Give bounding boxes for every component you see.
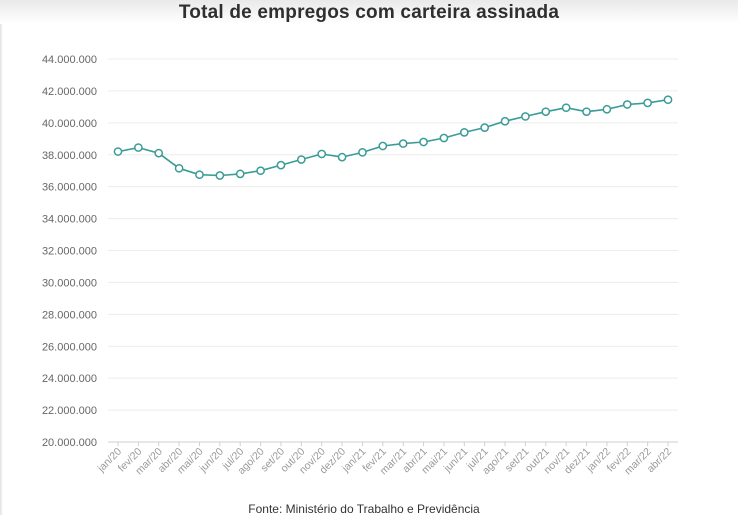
data-point bbox=[337, 152, 347, 162]
data-point bbox=[419, 137, 428, 147]
y-tick-label: 20.000.000 bbox=[42, 437, 97, 449]
gridlines bbox=[108, 58, 678, 443]
data-point bbox=[602, 104, 612, 114]
data-point bbox=[317, 149, 327, 159]
y-tick-label: 24.000.000 bbox=[42, 373, 97, 385]
y-tick-label: 26.000.000 bbox=[42, 341, 97, 353]
y-tick-label: 44.000.000 bbox=[42, 54, 97, 66]
data-point bbox=[561, 103, 571, 113]
left-edge-shadow bbox=[0, 24, 3, 515]
y-axis-ticks: 20.000.000 22.000.000 24.000.000 26.000.000… bbox=[42, 54, 97, 449]
data-point bbox=[500, 116, 510, 126]
data-point bbox=[398, 139, 408, 148]
data-point bbox=[134, 143, 143, 152]
data-point bbox=[154, 148, 164, 158]
data-point bbox=[358, 148, 367, 157]
line-chart: 20.000.000 22.000.000 24.000.000 26.000.000… bbox=[42, 54, 678, 477]
x-axis-ticks: jan/20fev/20mar/20abr/20mai/20jun/20jul/… bbox=[95, 442, 674, 477]
data-point bbox=[256, 166, 265, 176]
y-tick-label: 30.000.000 bbox=[42, 277, 97, 289]
data-point bbox=[174, 163, 184, 173]
data-point bbox=[541, 107, 551, 117]
y-tick-label: 28.000.000 bbox=[42, 309, 97, 321]
data-point bbox=[582, 107, 591, 117]
series-group bbox=[113, 95, 673, 180]
data-point bbox=[480, 123, 490, 132]
data-point bbox=[195, 170, 204, 180]
y-tick-label: 32.000.000 bbox=[42, 246, 97, 258]
data-point bbox=[663, 95, 673, 105]
data-point bbox=[459, 128, 469, 137]
series-line bbox=[117, 98, 669, 177]
data-point bbox=[215, 171, 225, 180]
data-point bbox=[622, 100, 632, 109]
data-point bbox=[276, 160, 286, 170]
source-note: Fonte: Ministério do Trabalho e Previdên… bbox=[248, 502, 480, 516]
y-tick-label: 40.000.000 bbox=[42, 118, 97, 130]
y-tick-label: 42.000.000 bbox=[42, 86, 97, 98]
data-point bbox=[439, 133, 449, 143]
top-bar bbox=[0, 0, 738, 24]
y-tick-label: 34.000.000 bbox=[42, 214, 97, 226]
chart-title: Total de empregos com carteira assinada bbox=[178, 2, 560, 23]
data-point bbox=[296, 155, 306, 164]
y-tick-label: 22.000.000 bbox=[42, 405, 97, 417]
y-tick-label: 38.000.000 bbox=[42, 150, 97, 162]
y-tick-label: 36.000.000 bbox=[42, 182, 97, 194]
data-point bbox=[378, 141, 388, 151]
data-point bbox=[521, 112, 530, 121]
data-point bbox=[235, 169, 245, 179]
data-point bbox=[643, 98, 652, 108]
data-point bbox=[113, 147, 123, 156]
